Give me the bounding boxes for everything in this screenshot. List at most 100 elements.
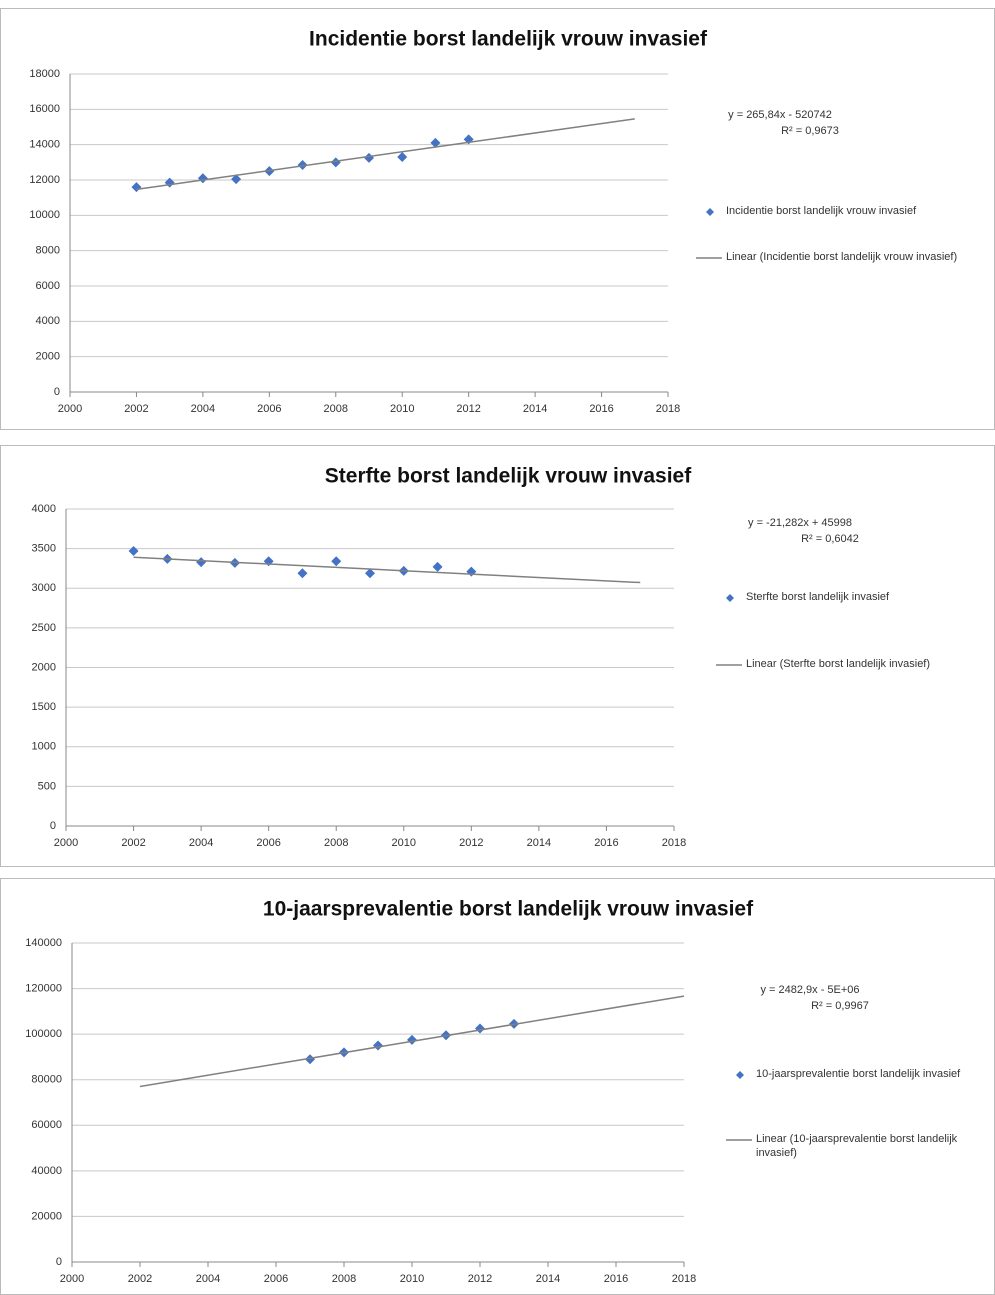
legend-entry: Linear (10-jaarsprevalentie borst landel… — [756, 1133, 958, 1159]
data-point — [365, 568, 375, 579]
legend-swatch — [706, 208, 714, 216]
y-tick-label: 6000 — [36, 280, 60, 292]
data-point — [330, 157, 341, 168]
chart: Sterfte borst landelijk vrouw invasief 0 5… — [0, 445, 995, 867]
x-tick-label: 2014 — [523, 403, 547, 415]
y-tick-label: 4000 — [32, 503, 56, 515]
x-tick-label: 2004 — [191, 403, 215, 415]
x-tick-label: 2008 — [324, 837, 348, 849]
trend-equation: y = -21,282x + 45998 — [748, 517, 852, 529]
x-tick-label: 2000 — [58, 403, 82, 415]
y-tick-label: 120000 — [25, 982, 62, 994]
x-tick-label: 2008 — [332, 1273, 356, 1285]
data-point — [364, 152, 374, 163]
x-tick-label: 2002 — [121, 837, 145, 849]
legend-label: Linear (10-jaarsprevalentie borst landel… — [756, 1133, 958, 1159]
y-tick-label: 8000 — [36, 245, 60, 257]
chart-title: Sterfte borst landelijk vrouw invasief — [325, 465, 692, 488]
data-point — [466, 566, 477, 577]
trendline — [136, 118, 635, 191]
legend-label: Incidentie borst landelijk vrouw invasie… — [726, 205, 917, 217]
data-point — [297, 568, 308, 579]
y-tick-label: 4000 — [36, 315, 60, 327]
x-tick-label: 2000 — [54, 837, 78, 849]
trend-equation: y = 265,84x - 520742 — [728, 109, 832, 121]
y-tick-label: 0 — [54, 386, 60, 398]
legend-swatch — [736, 1071, 744, 1079]
y-tick-label: 16000 — [29, 103, 60, 115]
chart: 10-jaarsprevalentie borst landelijk vrou… — [0, 878, 995, 1295]
y-tick-label: 2500 — [32, 622, 56, 634]
x-tick-label: 2006 — [264, 1273, 288, 1285]
x-tick-label: 2004 — [189, 837, 213, 849]
data-point — [197, 173, 208, 184]
data-point — [131, 182, 142, 193]
data-point — [231, 174, 242, 185]
trendline — [133, 556, 641, 584]
legend-swatch — [726, 594, 734, 602]
chart-title: 10-jaarsprevalentie borst landelijk vrou… — [263, 898, 754, 921]
data-point — [305, 1054, 315, 1065]
y-tick-label: 2000 — [36, 351, 60, 363]
x-tick-label: 2012 — [459, 837, 483, 849]
x-tick-label: 2012 — [468, 1273, 492, 1285]
legend-entry: Incidentie borst landelijk vrouw invasie… — [726, 205, 917, 217]
y-tick-label: 18000 — [29, 68, 60, 80]
x-tick-label: 2002 — [128, 1273, 152, 1285]
x-tick-label: 2010 — [392, 837, 416, 849]
y-tick-label: 2000 — [32, 661, 56, 673]
y-tick-label: 80000 — [31, 1074, 62, 1086]
x-tick-label: 2012 — [456, 403, 480, 415]
y-tick-label: 10000 — [29, 209, 60, 221]
x-tick-label: 2014 — [536, 1273, 560, 1285]
y-tick-label: 12000 — [29, 174, 60, 186]
x-tick-label: 2016 — [589, 403, 613, 415]
x-tick-label: 2018 — [672, 1273, 696, 1285]
data-point — [475, 1023, 485, 1034]
legend-label: Linear (Incidentie borst landelijk vrouw… — [726, 251, 958, 263]
y-tick-label: 60000 — [31, 1119, 62, 1131]
data-point — [407, 1034, 417, 1045]
y-tick-label: 0 — [50, 820, 56, 832]
x-tick-label: 2014 — [527, 837, 551, 849]
x-tick-label: 2010 — [400, 1273, 424, 1285]
data-point — [432, 561, 443, 572]
x-tick-label: 2006 — [257, 403, 281, 415]
trendline — [139, 995, 685, 1088]
y-tick-label: 20000 — [31, 1210, 62, 1222]
data-point — [196, 557, 207, 568]
y-tick-label: 3000 — [32, 582, 56, 594]
x-tick-label: 2004 — [196, 1273, 220, 1285]
data-point — [128, 546, 139, 557]
legend-entry: Sterfte borst landelijk invasief — [746, 591, 890, 603]
x-tick-label: 2010 — [390, 403, 414, 415]
trend-equation: R² = 0,9967 — [811, 1000, 869, 1012]
data-point — [397, 152, 408, 163]
data-point — [373, 1040, 383, 1051]
data-point — [331, 556, 342, 567]
chart: Incidentie borst landelijk vrouw invasie… — [0, 8, 995, 430]
x-tick-label: 2000 — [60, 1273, 84, 1285]
legend-entry: Linear (Sterfte borst landelijk invasief… — [746, 658, 931, 670]
y-tick-label: 3500 — [32, 543, 56, 555]
trend-equation: y = 2482,9x - 5E+06 — [760, 984, 859, 996]
x-tick-label: 2016 — [594, 837, 618, 849]
x-tick-label: 2008 — [324, 403, 348, 415]
legend-label: Linear (Sterfte borst landelijk invasief… — [746, 658, 931, 670]
data-point — [297, 159, 308, 170]
trend-equation: R² = 0,9673 — [781, 125, 839, 137]
y-tick-label: 100000 — [25, 1028, 62, 1040]
y-tick-label: 40000 — [31, 1165, 62, 1177]
legend-label: Sterfte borst landelijk invasief — [746, 591, 890, 603]
legend-entry: 10-jaarsprevalentie borst landelijk inva… — [756, 1068, 961, 1080]
legend-label: 10-jaarsprevalentie borst landelijk inva… — [756, 1068, 961, 1080]
data-point — [164, 177, 175, 188]
x-tick-label: 2018 — [662, 837, 686, 849]
y-tick-label: 500 — [38, 780, 56, 792]
y-tick-label: 1000 — [32, 741, 56, 753]
x-tick-label: 2016 — [604, 1273, 628, 1285]
x-tick-label: 2006 — [256, 837, 280, 849]
chart-title: Incidentie borst landelijk vrouw invasie… — [309, 28, 708, 51]
data-point — [430, 137, 441, 148]
